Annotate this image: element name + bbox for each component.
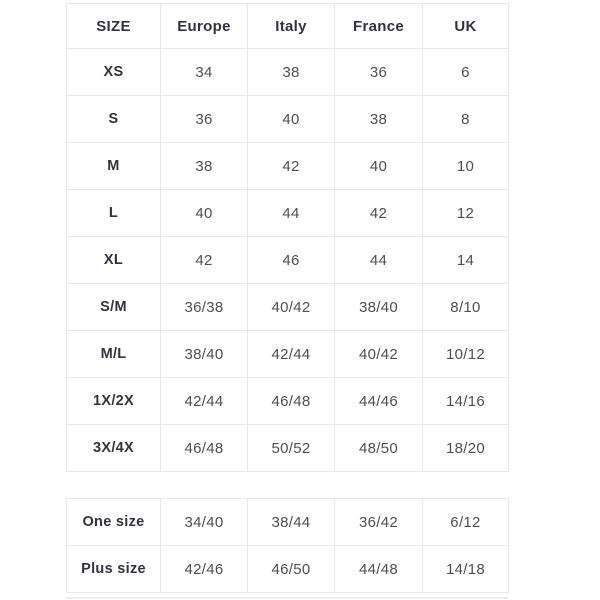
value-cell: 40/42: [247, 283, 335, 331]
special-size-table: One size 34/40 38/44 36/42 6/12 Plus siz…: [66, 498, 509, 593]
value-cell: 38/40: [334, 283, 423, 331]
row-label-cell: 3X/4X: [66, 424, 161, 472]
value-cell: 40: [247, 95, 335, 143]
column-header-uk: UK: [422, 3, 509, 49]
value-cell: 34/40: [160, 498, 248, 546]
table-row: XL 42 46 44 14: [66, 236, 509, 284]
special-size-table-container: One size 34/40 38/44 36/42 6/12 Plus siz…: [66, 498, 509, 593]
row-label-cell: M: [66, 142, 161, 190]
value-cell: 42/44: [247, 330, 335, 378]
size-conversion-table: SIZE Europe Italy France UK XS 34 38 36 …: [66, 3, 509, 472]
value-cell: 18/20: [422, 424, 509, 472]
value-cell: 40: [160, 189, 248, 237]
column-header-europe: Europe: [160, 3, 248, 49]
value-cell: 40/42: [334, 330, 423, 378]
table-row: M/L 38/40 42/44 40/42 10/12: [66, 330, 509, 378]
value-cell: 44: [247, 189, 335, 237]
column-header-italy: Italy: [247, 3, 335, 49]
table-row: L 40 44 42 12: [66, 189, 509, 237]
table-row: Plus size 42/46 46/50 44/48 14/18: [66, 545, 509, 593]
column-header-size: SIZE: [66, 3, 161, 49]
row-label-cell: S: [66, 95, 161, 143]
value-cell: 44: [334, 236, 423, 284]
value-cell: 42/44: [160, 377, 248, 425]
table-row: 1X/2X 42/44 46/48 44/46 14/16: [66, 377, 509, 425]
row-label-cell: M/L: [66, 330, 161, 378]
value-cell: 14/18: [422, 545, 509, 593]
row-label-cell: One size: [66, 498, 161, 546]
below-fold-section-divider: [66, 597, 508, 599]
row-label-cell: XS: [66, 48, 161, 96]
value-cell: 38: [247, 48, 335, 96]
header-row: SIZE Europe Italy France UK: [66, 3, 509, 49]
value-cell: 36: [334, 48, 423, 96]
value-cell: 10: [422, 142, 509, 190]
value-cell: 36/42: [334, 498, 423, 546]
value-cell: 38: [334, 95, 423, 143]
row-label-cell: Plus size: [66, 545, 161, 593]
value-cell: 36/38: [160, 283, 248, 331]
row-label-cell: S/M: [66, 283, 161, 331]
column-header-france: France: [334, 3, 423, 49]
size-conversion-table-container: SIZE Europe Italy France UK XS 34 38 36 …: [66, 3, 509, 472]
value-cell: 36: [160, 95, 248, 143]
value-cell: 44/48: [334, 545, 423, 593]
value-cell: 42: [160, 236, 248, 284]
value-cell: 44/46: [334, 377, 423, 425]
value-cell: 6/12: [422, 498, 509, 546]
table-row: S 36 40 38 8: [66, 95, 509, 143]
table-row: 3X/4X 46/48 50/52 48/50 18/20: [66, 424, 509, 472]
value-cell: 46/48: [247, 377, 335, 425]
value-cell: 14: [422, 236, 509, 284]
row-label-cell: XL: [66, 236, 161, 284]
value-cell: 46: [247, 236, 335, 284]
value-cell: 8: [422, 95, 509, 143]
row-label-cell: 1X/2X: [66, 377, 161, 425]
row-label-cell: L: [66, 189, 161, 237]
value-cell: 8/10: [422, 283, 509, 331]
value-cell: 6: [422, 48, 509, 96]
table-row: One size 34/40 38/44 36/42 6/12: [66, 498, 509, 546]
value-cell: 40: [334, 142, 423, 190]
value-cell: 12: [422, 189, 509, 237]
value-cell: 50/52: [247, 424, 335, 472]
value-cell: 46/50: [247, 545, 335, 593]
value-cell: 46/48: [160, 424, 248, 472]
value-cell: 42/46: [160, 545, 248, 593]
value-cell: 38/40: [160, 330, 248, 378]
value-cell: 34: [160, 48, 248, 96]
value-cell: 42: [334, 189, 423, 237]
value-cell: 38/44: [247, 498, 335, 546]
value-cell: 14/16: [422, 377, 509, 425]
table-row: M 38 42 40 10: [66, 142, 509, 190]
table-row: S/M 36/38 40/42 38/40 8/10: [66, 283, 509, 331]
value-cell: 42: [247, 142, 335, 190]
value-cell: 48/50: [334, 424, 423, 472]
value-cell: 38: [160, 142, 248, 190]
value-cell: 10/12: [422, 330, 509, 378]
table-row: XS 34 38 36 6: [66, 48, 509, 96]
